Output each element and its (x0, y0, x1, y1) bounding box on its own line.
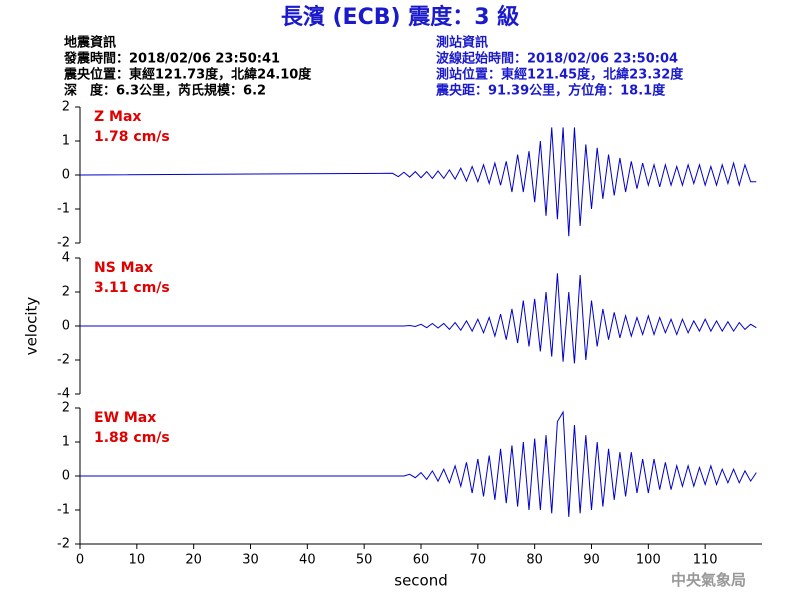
header-right: 震央距：91.39公里，方位角：18.1度 (435, 83, 666, 99)
header-left: 地震資訊 (64, 35, 116, 51)
annotation: 1.88 cm/s (94, 430, 170, 446)
y-axis-label: velocity (23, 297, 41, 356)
y-tick-label: -1 (57, 503, 70, 518)
y-tick-label: -2 (57, 353, 70, 368)
waveform (79, 127, 757, 237)
y-tick-label: 2 (62, 100, 70, 115)
x-tick-label: 90 (583, 553, 600, 568)
annotation: 1.78 cm/s (94, 129, 170, 145)
x-axis-label: second (394, 572, 448, 590)
y-tick-label: -1 (57, 202, 70, 217)
x-tick-label: 50 (356, 553, 373, 568)
y-tick-label: 2 (62, 285, 70, 300)
title: 長濱 (ECB) 震度：3 級 (281, 4, 519, 30)
x-tick-label: 80 (526, 553, 543, 568)
x-tick-label: 60 (413, 553, 430, 568)
waveform (80, 273, 757, 364)
annotation: EW Max (94, 410, 156, 426)
x-tick-label: 10 (129, 553, 146, 568)
waveform (80, 410, 757, 517)
header-left: 發震時間：2018/02/06 23:50:41 (63, 51, 280, 67)
x-tick-label: 30 (242, 553, 259, 568)
x-tick-label: 0 (76, 553, 84, 568)
y-tick-label: 0 (62, 319, 70, 334)
y-tick-label: -2 (57, 537, 70, 552)
annotation: Z Max (94, 109, 141, 125)
annotation: 3.11 cm/s (94, 280, 170, 296)
y-tick-label: 1 (62, 134, 70, 149)
x-tick-label: 100 (636, 553, 661, 568)
x-tick-label: 110 (693, 553, 718, 568)
x-tick-label: 40 (299, 553, 316, 568)
y-tick-label: -4 (57, 387, 70, 402)
header-right: 測站位置：東經121.45度，北緯23.32度 (436, 67, 684, 83)
y-tick-label: 1 (62, 435, 70, 450)
y-tick-label: 0 (62, 469, 70, 484)
y-tick-label: 4 (62, 251, 70, 266)
watermark: 中央氣象局 (671, 571, 746, 589)
header-left: 深 度：6.3公里，芮氏規模：6.2 (64, 83, 266, 99)
header-left: 震央位置：東經121.73度，北緯24.10度 (63, 67, 312, 83)
y-tick-label: 2 (62, 401, 70, 416)
header-right: 波線起始時間：2018/02/06 23:50:04 (436, 51, 678, 67)
annotation: NS Max (94, 260, 153, 276)
y-tick-label: -2 (57, 236, 70, 251)
x-tick-label: 70 (470, 553, 487, 568)
y-tick-label: 0 (62, 168, 70, 183)
header-right: 測站資訊 (436, 35, 488, 51)
x-tick-label: 20 (185, 553, 202, 568)
